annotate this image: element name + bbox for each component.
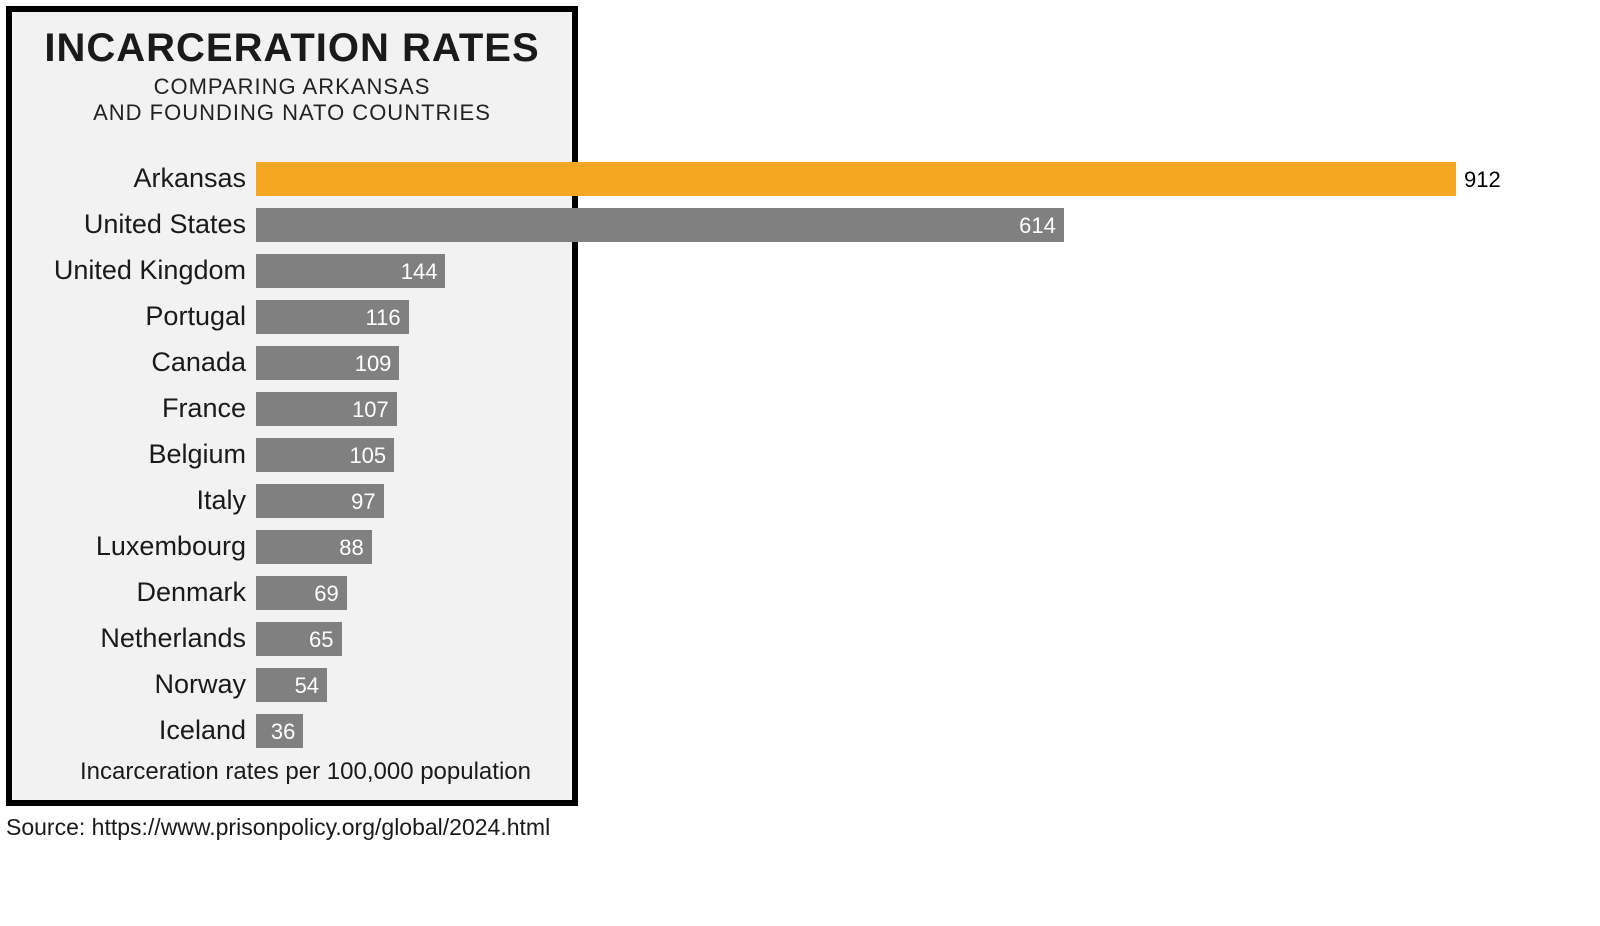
bar-label: Canada <box>16 347 246 378</box>
bar-value: 109 <box>355 351 392 377</box>
chart-title: INCARCERATION RATES <box>6 26 578 71</box>
axis-caption: Incarceration rates per 100,000 populati… <box>80 758 531 786</box>
chart-stage: INCARCERATION RATES COMPARING ARKANSAS A… <box>0 0 1600 926</box>
bar-value: 105 <box>349 443 386 469</box>
bar-label: Luxembourg <box>16 531 246 562</box>
bar-value: 144 <box>401 259 438 285</box>
bar <box>256 162 1456 196</box>
bar-value: 65 <box>309 627 333 653</box>
bar-label: United Kingdom <box>16 255 246 286</box>
bar-label: Iceland <box>16 715 246 746</box>
chart-subtitle-line2: AND FOUNDING NATO COUNTRIES <box>6 100 578 126</box>
bar-value: 107 <box>352 397 389 423</box>
bar-label: Denmark <box>16 577 246 608</box>
bar-value: 36 <box>271 719 295 745</box>
bar-value: 88 <box>339 535 363 561</box>
bar-label: Arkansas <box>16 163 246 194</box>
bar <box>256 208 1064 242</box>
bar-value: 97 <box>351 489 375 515</box>
bar-value: 614 <box>1019 213 1056 239</box>
bar-label: Netherlands <box>16 623 246 654</box>
bar-value: 69 <box>314 581 338 607</box>
bar-value: 54 <box>295 673 319 699</box>
bar-value: 116 <box>366 305 401 331</box>
bar-label: Italy <box>16 485 246 516</box>
bar-label: France <box>16 393 246 424</box>
chart-subtitle-line1: COMPARING ARKANSAS <box>6 74 578 100</box>
bar-label: Norway <box>16 669 246 700</box>
bar-label: United States <box>16 209 246 240</box>
bar-label: Portugal <box>16 301 246 332</box>
source-text: Source: https://www.prisonpolicy.org/glo… <box>6 814 550 841</box>
bar-value: 912 <box>1464 167 1501 193</box>
bar-label: Belgium <box>16 439 246 470</box>
